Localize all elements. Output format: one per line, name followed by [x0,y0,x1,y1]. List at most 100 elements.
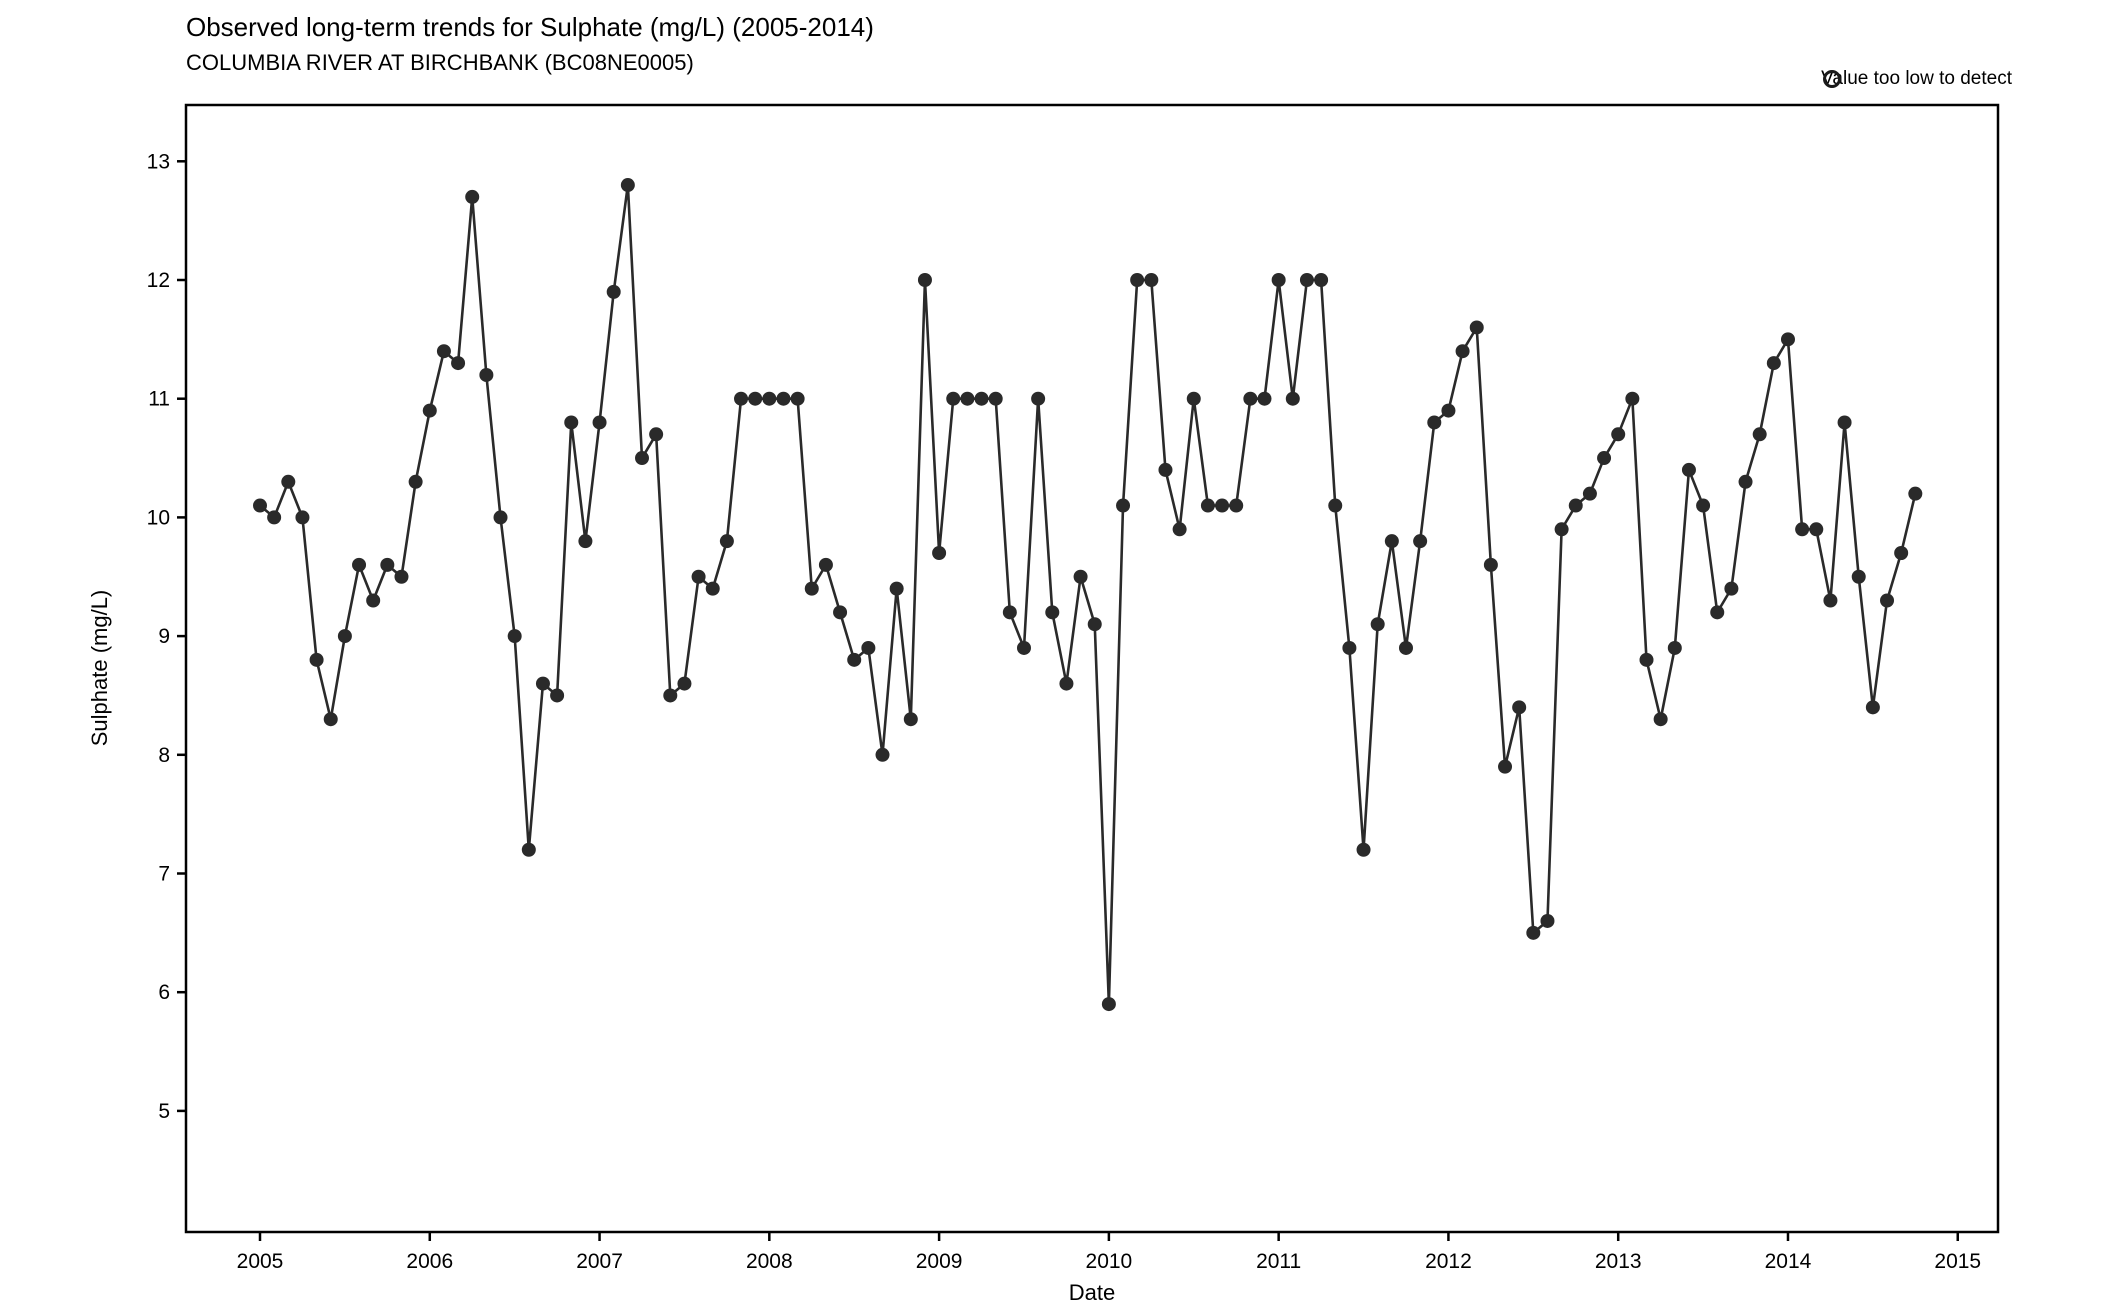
data-point [1243,391,1258,406]
open-circle-icon [1823,70,1842,88]
x-axis-ticks: 2005 2006 2007 2008 2009 2010 2011 2012 2013 2014… [237,1232,1981,1273]
data-point [748,391,763,406]
data-point [1780,332,1795,347]
y-tick-label: 12 [147,269,170,292]
data-point [1582,486,1597,501]
data-point [1101,997,1116,1012]
data-point [889,581,904,596]
data-point [1639,652,1654,667]
data-point [946,391,961,406]
x-tick-label: 2015 [1934,1250,1981,1273]
data-point [1681,462,1696,477]
y-tick-label: 7 [158,863,170,886]
data-point [380,557,395,572]
data-point [677,676,692,691]
data-point [1314,273,1329,287]
y-tick-label: 9 [158,625,170,648]
x-tick-label: 2009 [916,1250,963,1273]
data-point [1710,605,1725,620]
data-point [1073,569,1088,584]
data-point [1172,522,1187,537]
y-axis-label: Sulphate (mg/L) [87,590,112,747]
data-line [259,183,1917,1006]
data-point [1384,534,1399,549]
data-point [1483,557,1498,572]
data-point [1498,759,1513,774]
data-point [1158,462,1173,477]
x-tick-label: 2012 [1425,1250,1472,1273]
data-point [1045,605,1060,620]
data-point [422,403,437,418]
data-point [1795,522,1810,537]
data-point [1257,391,1272,406]
data-point [1752,427,1767,442]
data-point [564,415,579,430]
data-point [1696,498,1711,513]
data-point [1328,498,1343,513]
x-tick-label: 2010 [1086,1250,1133,1273]
x-tick-label: 2007 [576,1250,623,1273]
data-series [253,178,1923,1012]
legend-label: Value too low to detect [1821,68,2012,89]
data-point [620,178,635,193]
data-point [1441,403,1456,418]
data-point [1427,415,1442,430]
data-point [847,652,862,667]
data-point [719,534,734,549]
data-point [1229,498,1244,513]
x-tick-label: 2005 [237,1250,284,1273]
data-point [521,842,536,857]
data-point [1200,498,1215,513]
x-tick-label: 2011 [1256,1250,1301,1273]
data-point [649,427,664,442]
data-point [1837,415,1852,430]
data-point [337,629,352,644]
data-point [295,510,310,525]
data-point [550,688,565,703]
data-point [818,557,833,572]
plot-panel [184,103,2000,1234]
data-point [1823,593,1838,608]
data-point [1413,534,1428,549]
data-point [960,391,975,406]
x-tick-label: 2006 [406,1250,453,1273]
data-point [1186,391,1201,406]
data-point [1144,273,1159,287]
data-point [507,629,522,644]
data-point [253,498,267,513]
data-point [932,546,947,561]
chart-subtitle: COLUMBIA RIVER AT BIRCHBANK (BC08NE0005) [186,50,694,75]
data-point [606,284,621,299]
data-point [493,510,508,525]
data-point [988,391,1003,406]
data-point [1526,925,1541,940]
data-point [1667,640,1682,655]
data-point [309,652,324,667]
data-point [535,676,550,691]
data-point [1087,617,1102,632]
data-point [691,569,706,584]
x-tick-label: 2014 [1765,1250,1812,1273]
data-point [1597,451,1612,466]
data-point [352,557,367,572]
data-point [1130,273,1145,287]
data-point [1299,273,1314,287]
data-point [479,367,494,382]
data-point [1285,391,1300,406]
data-point [408,474,423,489]
data-point [903,712,918,727]
data-point [1894,546,1909,561]
data-point [1370,617,1385,632]
x-tick-label: 2013 [1595,1250,1642,1273]
data-point [394,569,409,584]
x-axis-label: Date [1069,1280,1115,1305]
data-point [1398,640,1413,655]
data-point [1059,676,1074,691]
data-point [592,415,607,430]
data-point [1809,522,1824,537]
data-point [366,593,381,608]
data-point [1016,640,1031,655]
data-point [833,605,848,620]
data-point [1851,569,1866,584]
